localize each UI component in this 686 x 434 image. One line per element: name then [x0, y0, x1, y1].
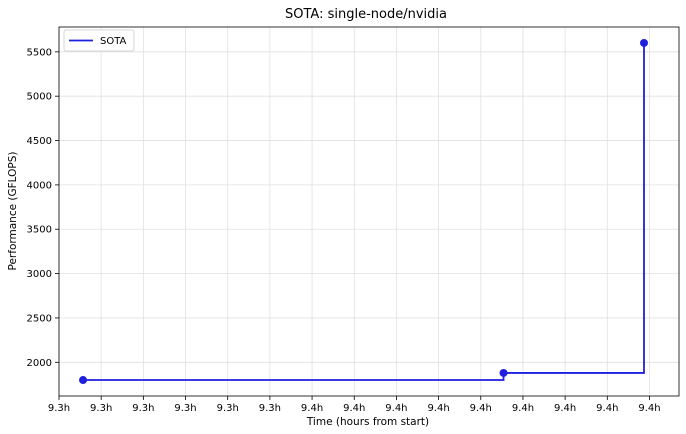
x-tick-label: 9.4h: [470, 403, 492, 414]
chart-title: SOTA: single-node/nvidia: [285, 7, 447, 22]
x-tick-label: 9.4h: [427, 403, 449, 414]
data-point: [499, 368, 508, 377]
x-tick-label: 9.3h: [48, 403, 70, 414]
x-tick-label: 9.3h: [259, 403, 281, 414]
y-tick-label: 4000: [27, 180, 52, 191]
x-tick-label: 9.3h: [90, 403, 112, 414]
y-tick-label: 2000: [27, 358, 52, 369]
series-layer: [79, 38, 648, 385]
data-point: [79, 376, 88, 385]
y-axis: 2000 2500 3000 3500 4000 4500 5000 5500: [27, 47, 59, 369]
x-tick-label: 9.4h: [596, 403, 618, 414]
x-tick-label: 9.3h: [217, 403, 239, 414]
x-tick-label: 9.4h: [301, 403, 323, 414]
x-tick-label: 9.4h: [554, 403, 576, 414]
y-tick-label: 5000: [27, 92, 52, 103]
x-axis-label: Time (hours from start): [306, 416, 429, 428]
x-tick-label: 9.3h: [174, 403, 196, 414]
data-point: [639, 38, 648, 47]
y-tick-label: 4500: [27, 136, 52, 147]
y-tick-label: 3500: [27, 225, 52, 236]
y-tick-label: 2500: [27, 313, 52, 324]
legend-box: [63, 29, 135, 52]
legend-label-sota: SOTA: [100, 36, 127, 47]
x-tick-label: 9.4h: [512, 403, 534, 414]
y-tick-label: 5500: [27, 47, 52, 58]
series-line-sota: [83, 42, 645, 381]
x-axis: 9.3h 9.3h 9.3h 9.3h 9.3h 9.3h 9.4h 9.4h 9.4h 9.4h…: [48, 396, 661, 414]
y-axis-label: Performance (GFLOPS): [7, 152, 19, 271]
y-tick-label: 3000: [27, 269, 52, 280]
x-tick-label: 9.4h: [638, 403, 660, 414]
legend: SOTA: [63, 29, 135, 52]
grid: [58, 27, 679, 396]
x-tick-label: 9.4h: [343, 403, 365, 414]
x-tick-label: 9.4h: [385, 403, 407, 414]
x-tick-label: 9.3h: [132, 403, 154, 414]
plot-frame: [58, 26, 680, 397]
